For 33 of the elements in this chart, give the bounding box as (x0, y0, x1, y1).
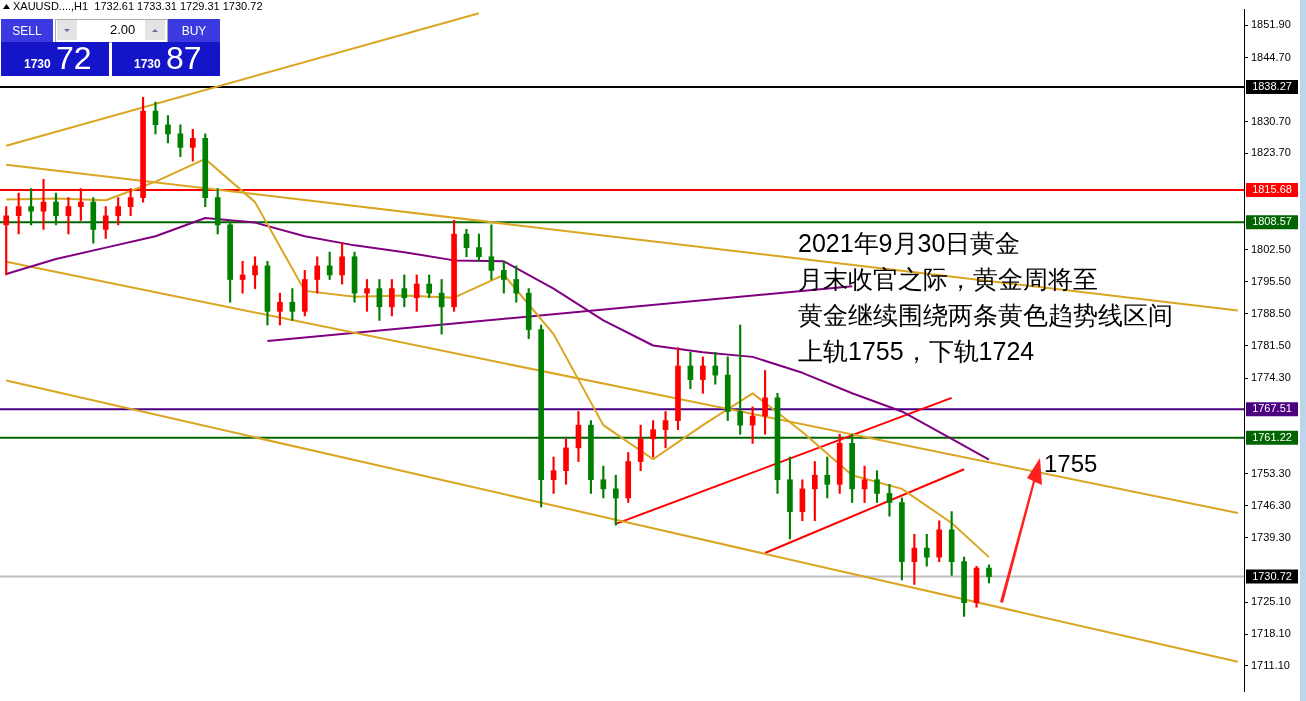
annotation: 2.00 (110, 22, 136, 37)
annotation: 上轨1755，下轨1724 (798, 336, 1036, 367)
ref-line-label: 1808.57 (1252, 215, 1292, 228)
y-tick-label: 1711.10 (1251, 658, 1290, 671)
y-tick-label: 1725.10 (1251, 595, 1291, 608)
annotation: 72 (56, 40, 92, 77)
y-tick-label: 1802.50 (1251, 242, 1291, 255)
y-tick-label: 1830.70 (1251, 114, 1291, 127)
annotation: 黄金继续围绕两条黄色趋势线区间 (798, 300, 1173, 331)
y-tick-label: 1788.50 (1251, 306, 1291, 319)
y-tick-label: 1823.70 (1251, 146, 1291, 159)
annotation: 2021年9月30日黄金 (798, 228, 1022, 259)
y-tick-label: 1851.90 (1251, 18, 1291, 31)
y-tick-label: 1753.30 (1251, 466, 1291, 479)
annotation: BUY (181, 23, 207, 38)
y-tick-label: 1774.30 (1251, 371, 1291, 384)
y-tick-label: 1795.50 (1251, 274, 1291, 287)
annotation: 87 (166, 40, 202, 77)
ref-line-label: 1815.68 (1252, 182, 1292, 195)
ref-line-label: 1838.27 (1252, 80, 1292, 93)
y-tick-label: 1844.70 (1251, 50, 1291, 63)
annotation: SELL (1, 19, 53, 42)
annotation: 1730 (134, 57, 161, 71)
annotation: 1730 (24, 57, 51, 71)
y-tick-label: 1781.50 (1251, 338, 1291, 351)
y-tick-label: 1746.30 (1251, 498, 1291, 511)
ref-line-label: 1730.72 (1252, 569, 1292, 582)
ref-line-label: 1761.22 (1252, 430, 1292, 443)
y-tick-label: 1739.30 (1251, 530, 1291, 543)
annotation: XAUUSD....,H1 1732.61 1733.31 1729.31 1730.72 (13, 0, 263, 12)
ref-line-label: 1767.51 (1252, 402, 1292, 415)
annotation: 1755 (1044, 450, 1098, 478)
y-tick-label: 1718.10 (1251, 627, 1291, 640)
